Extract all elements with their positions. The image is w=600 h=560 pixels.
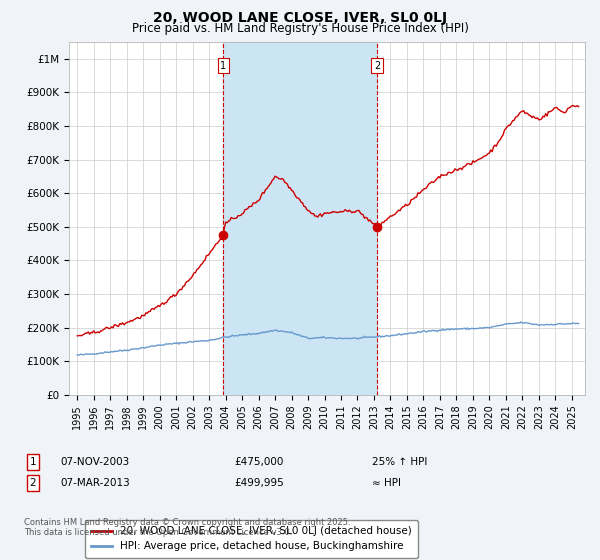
Text: 1: 1 (29, 457, 37, 467)
Text: 07-MAR-2013: 07-MAR-2013 (60, 478, 130, 488)
Text: ≈ HPI: ≈ HPI (372, 478, 401, 488)
Text: 20, WOOD LANE CLOSE, IVER, SL0 0LJ: 20, WOOD LANE CLOSE, IVER, SL0 0LJ (153, 11, 447, 25)
Text: 07-NOV-2003: 07-NOV-2003 (60, 457, 129, 467)
Legend: 20, WOOD LANE CLOSE, IVER, SL0 0LJ (detached house), HPI: Average price, detache: 20, WOOD LANE CLOSE, IVER, SL0 0LJ (deta… (85, 520, 418, 558)
Bar (223, 42, 377, 395)
Text: 2: 2 (374, 60, 380, 71)
Text: 2: 2 (29, 478, 37, 488)
Text: 1: 1 (220, 60, 226, 71)
Text: £499,995: £499,995 (234, 478, 284, 488)
Text: Contains HM Land Registry data © Crown copyright and database right 2025.
This d: Contains HM Land Registry data © Crown c… (24, 518, 350, 538)
Text: Price paid vs. HM Land Registry's House Price Index (HPI): Price paid vs. HM Land Registry's House … (131, 22, 469, 35)
Text: £475,000: £475,000 (234, 457, 283, 467)
Text: 25% ↑ HPI: 25% ↑ HPI (372, 457, 427, 467)
